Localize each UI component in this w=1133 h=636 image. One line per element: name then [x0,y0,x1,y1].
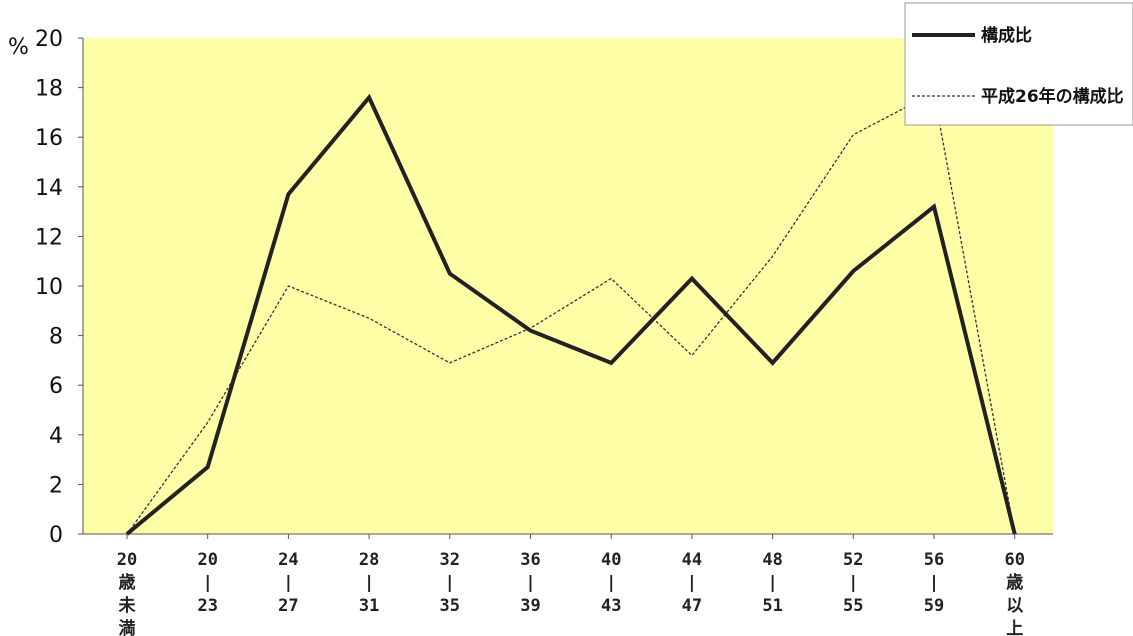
y-tick-label: 12 [35,225,63,250]
x-tick-label-part: 満 [119,618,136,636]
x-axis-ticks: 20歳未満20|2324|2728|3132|3536|3940|4344|47… [117,534,1025,636]
x-tick-label-part: 歳 [119,572,136,593]
x-tick-label-part: 20 [197,550,217,570]
x-tick-label-part: 56 [924,550,944,570]
x-tick-label-part: 47 [682,596,702,616]
series-lines [125,91,1017,536]
x-tick-label-part: 39 [520,596,540,616]
x-tick-label-part: | [929,573,939,593]
x-tick-label-part: 24 [278,550,298,570]
legend-box [904,2,1133,126]
y-tick-label: 20 [35,27,63,52]
series-line-2 [126,91,1016,535]
x-tick-label: 36 | 39 [520,550,540,616]
x-tick-label-part: | [687,573,697,593]
x-tick-label-part: | [606,573,616,593]
x-tick-label-part: 未 [118,595,136,616]
x-tick-label: 52 | 55 [843,550,863,616]
legend-label-series-1: 構成比 [981,25,1032,46]
x-tick-label-part: 48 [762,550,782,570]
x-tick-label-part: 以 [1006,596,1023,616]
x-tick-label-part: 歳 [1006,572,1023,593]
x-tick-label-part: 51 [762,596,782,616]
x-tick-label-part: 28 [359,550,379,570]
plot-area [83,38,1053,534]
x-tick-label-part: | [767,573,777,593]
y-tick-label: 14 [35,176,63,201]
x-tick-label: 40 | 43 [601,550,621,616]
x-tick-label: 20 | 23 [197,550,217,616]
x-tick-label: 44 | 47 [682,550,702,616]
series-line-1 [125,93,1017,536]
x-tick-label-part: 上 [1006,619,1023,636]
y-axis-ticks: 0 2 4 6 8 10 12 14 16 18 20 [35,27,83,548]
x-tick-label-part: | [203,573,213,593]
x-tick-label-part: 27 [278,596,298,616]
x-tick-label: 28 | 31 [359,550,379,616]
legend: 構成比 平成26年の構成比 [904,2,1133,126]
x-tick-label: 24 | 27 [278,550,298,616]
y-tick-label: 0 [49,523,63,548]
y-tick-label: 10 [35,275,63,300]
x-tick-label-part: 55 [843,596,863,616]
y-tick-label: 4 [49,424,63,449]
y-tick-label: 18 [35,77,63,102]
x-tick-label-part: | [364,573,374,593]
x-tick-label-part: 59 [924,596,944,616]
x-tick-label: 56 | 59 [924,550,944,616]
legend-label-series-2: 平成26年の構成比 [981,86,1124,107]
x-tick-label-part: 32 [440,550,460,570]
x-tick-label-part: 23 [197,596,217,616]
x-tick-label-part: 36 [520,550,540,570]
y-axis-unit: % [8,35,29,60]
y-tick-label: 16 [35,126,63,151]
x-tick-label-part: | [283,573,293,593]
x-tick-label-part: 20 [117,550,137,570]
x-tick-label-part: 40 [601,550,621,570]
x-tick-label: 48 | 51 [762,550,782,616]
y-tick-label: 8 [49,325,63,350]
x-tick-label-part: | [525,573,535,593]
y-tick-label: 2 [49,473,63,498]
y-tick-label: 6 [49,374,63,399]
x-tick-label-part: | [848,573,858,593]
x-tick-label-part: | [445,573,455,593]
x-tick-label-part: 44 [682,550,702,570]
x-tick-label-part: 35 [440,596,460,616]
x-tick-label-part: 31 [359,596,379,616]
x-tick-label-part: 43 [601,596,621,616]
x-tick-label-part: 52 [843,550,863,570]
x-tick-label-part: 60 [1004,550,1024,570]
x-tick-label: 32 | 35 [440,550,460,616]
